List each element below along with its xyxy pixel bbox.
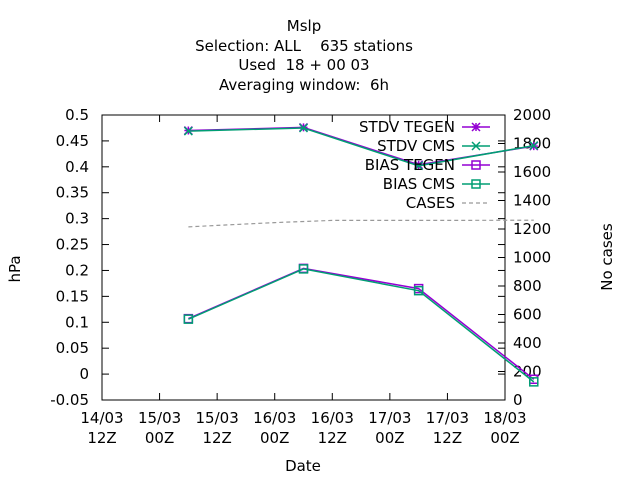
data-point [529,377,539,387]
x-tick-label: 17/03 [426,409,469,427]
x-tick-label: 12Z [87,429,116,447]
legend-label: STDV TEGEN [359,118,455,136]
chart-title: Mslp Selection: ALL 635 stations Used 18… [195,17,413,94]
y-tick-label: 0.25 [56,236,89,254]
y-axis-label: hPa [6,255,24,282]
x-tick-label: 14/03 [80,409,123,427]
y2-tick-label: 800 [513,277,542,295]
title-line-1: Mslp [287,17,321,35]
data-point [413,285,424,296]
y-tick-label: 0.1 [65,313,89,331]
y-tick-label: 0.05 [56,339,89,357]
y2-tick-label: 2000 [513,106,551,124]
x-tick-label: 15/03 [138,409,181,427]
legend-marker [471,122,481,132]
y-tick-label: 0.5 [65,106,89,124]
legend-marker [471,160,481,170]
y2-tick-label: 400 [513,334,542,352]
x-tick-label: 12Z [202,429,231,447]
y-tick-label: 0.15 [56,287,89,305]
series-bias-cms [183,264,539,387]
x-tick-label: 16/03 [253,409,296,427]
y2-tick-label: 1000 [513,249,551,267]
x-tick-label: 00Z [145,429,174,447]
y-tick-label: 0.4 [65,158,89,176]
data-point [529,141,539,151]
x-tick-label: 00Z [490,429,519,447]
y-tick-label: 0 [79,365,89,383]
legend-label: CASES [406,194,455,212]
series-line [188,127,534,167]
title-line-3: Used 18 + 00 03 [238,56,369,74]
series-line [188,268,535,383]
y2-axis-label: No cases [598,223,616,291]
title-line-2: Selection: ALL 635 stations [195,37,413,55]
x-tick-label: 17/03 [368,409,411,427]
series-cases [188,219,534,228]
y2-tick-label: 600 [513,306,542,324]
y-tick-label: 0.35 [56,184,89,202]
series-stdv-cms [183,123,539,171]
axes: -0.05 0 0.05 0.1 0.15 0.2 0.25 0.3 0.35 0.4 0.45 0.… [50,106,551,447]
x-tick-label: 12Z [318,429,347,447]
x-axis-label: Date [285,457,321,475]
data-point [298,264,309,274]
series-layer [183,122,539,387]
legend-label: STDV CMS [377,137,455,155]
x-tick-label: 16/03 [311,409,354,427]
data-point [183,126,193,136]
legend-marker [471,179,481,189]
data-point [414,161,424,171]
y-tick-label: 0.45 [56,132,89,150]
x-tick-label: 00Z [260,429,289,447]
y2-tick-label: 1400 [513,192,551,210]
y-tick-label: 0.2 [65,261,89,279]
legend-label: BIAS CMS [383,175,455,193]
y2-tick-label: 1200 [513,220,551,238]
legend-label: BIAS TEGEN [365,156,455,174]
title-line-4: Averaging window: 6h [219,76,389,94]
x-tick-label: 18/03 [483,409,526,427]
y2-tick-label: 1600 [513,163,551,181]
data-point [298,123,309,133]
series-line [188,267,535,380]
y-tick-label: -0.05 [50,391,89,409]
series-bias-tegen [183,263,539,385]
data-point [183,314,194,324]
y-tick-label: 0.3 [65,210,89,228]
x-tick-label: 15/03 [196,409,239,427]
legend-marker [471,141,481,151]
y2-tick-label: 0 [513,391,523,409]
x-tick-label: 00Z [375,429,404,447]
x-tick-label: 12Z [433,429,462,447]
series-line [188,219,534,228]
